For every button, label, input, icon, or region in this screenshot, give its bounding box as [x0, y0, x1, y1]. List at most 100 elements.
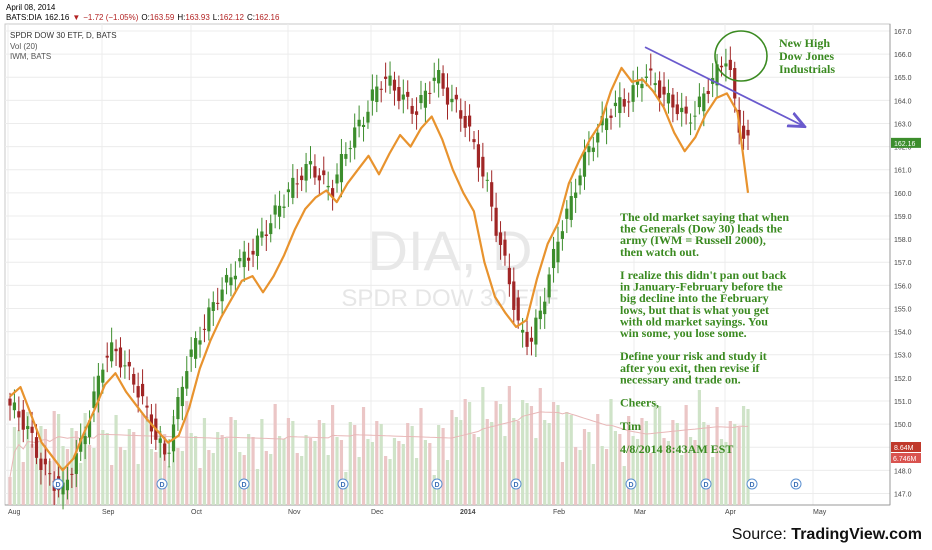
volume-bar [220, 435, 224, 505]
candle-body [671, 94, 675, 108]
volume-ma-line [9, 411, 749, 478]
volume-bar [521, 400, 525, 505]
source-name: TradingView.com [791, 526, 922, 543]
y-tick-label: 152.0 [894, 376, 912, 383]
volume-bar [494, 401, 498, 505]
volume-bar [304, 435, 308, 505]
volume-bar [180, 451, 184, 505]
legend-iwm: IWM, BATS [10, 52, 52, 61]
dividend-marker: D [790, 478, 802, 490]
candle-body [12, 402, 17, 411]
volume-bar [335, 437, 339, 505]
legend-title: SPDR DOW 30 ETF, D, BATS [10, 31, 117, 40]
candle-body [410, 105, 414, 114]
candle-body [185, 371, 189, 389]
candle-body [406, 91, 410, 97]
legend-vol: Vol (20) [10, 42, 38, 51]
volume-bar [644, 421, 648, 505]
y-tick-label: 162.0 [894, 145, 912, 152]
candle-body [631, 85, 635, 102]
candle-body [202, 328, 207, 330]
dividend-marker-circle [746, 478, 758, 490]
volume-bar [282, 439, 286, 505]
volume-bar [370, 442, 374, 505]
volume-bar [224, 438, 229, 505]
volume-bar [591, 464, 595, 505]
candle-body [101, 369, 105, 383]
candle-body [498, 232, 503, 245]
last-price-tag-label: 162.16 [894, 141, 916, 148]
candle-body [48, 473, 52, 475]
candle-body [463, 115, 467, 128]
dividend-marker-label: D [340, 482, 345, 489]
volume-bar [300, 456, 304, 505]
dividend-marker-label: D [241, 482, 246, 489]
candle-body [379, 88, 383, 90]
volume-ma-tag-label: 8.64M [894, 445, 914, 452]
volume-bar [534, 438, 538, 505]
volume-bar [392, 438, 397, 505]
volume-bar [724, 442, 728, 505]
volume-bar [547, 423, 551, 505]
volume-bar [560, 462, 564, 505]
candle-body [609, 115, 613, 118]
volume-bar [476, 437, 481, 505]
candle-body [485, 179, 489, 181]
volume-bar [613, 431, 618, 505]
volume-bar [158, 431, 162, 505]
volume-bar [711, 457, 715, 505]
volume-bar [697, 390, 701, 505]
volume-bar [17, 430, 21, 505]
volume-bar [149, 449, 154, 505]
x-tick-label: Aug [8, 509, 21, 516]
annotation-text: in January-February before the [620, 280, 783, 294]
volume-bar [79, 463, 83, 505]
candle-body [666, 92, 671, 104]
volume-bar [662, 438, 666, 505]
volume-bar [229, 417, 233, 505]
volume-bar [609, 399, 613, 505]
volume-bar [653, 403, 657, 505]
volume-bar [582, 429, 587, 505]
candle-body [313, 166, 317, 178]
dividend-marker-circle [625, 478, 637, 490]
volume-bar [551, 402, 556, 505]
candle-body [733, 68, 737, 99]
volume-bar [118, 447, 123, 505]
volume-bar [326, 455, 330, 505]
dividend-marker: D [431, 478, 443, 490]
candle-body [414, 111, 419, 115]
candle-body [65, 479, 70, 491]
candle-body [370, 89, 374, 101]
annotation-text: Cheers, [620, 396, 659, 410]
volume-bar [269, 454, 273, 505]
candle-body [706, 90, 710, 95]
new-high-circle [714, 30, 768, 82]
candle-body [344, 154, 348, 159]
volume-bar [490, 422, 494, 505]
volume-bar [741, 406, 746, 505]
dividend-marker: D [625, 478, 637, 490]
annotation-text: lows, but that is what you get [620, 303, 769, 317]
candle-body [437, 70, 441, 84]
candle-body [693, 115, 697, 117]
volume-bar [34, 447, 39, 505]
candle-body [304, 164, 308, 181]
volume-bar [12, 427, 17, 505]
y-tick-label: 147.0 [894, 491, 912, 498]
candle-body [17, 411, 21, 418]
candle-body [591, 147, 595, 152]
volume-bar [286, 418, 291, 505]
candle-body [220, 289, 224, 302]
candle-body [392, 79, 397, 91]
candle-body [211, 302, 215, 311]
candle-body [494, 207, 498, 236]
candle-body [445, 87, 450, 105]
volume-bar [145, 417, 149, 505]
dividend-marker-circle [337, 478, 349, 490]
candle-body [450, 98, 454, 103]
dividend-marker: D [337, 478, 349, 490]
dividend-marker: D [156, 478, 168, 490]
candle-body [74, 453, 78, 474]
